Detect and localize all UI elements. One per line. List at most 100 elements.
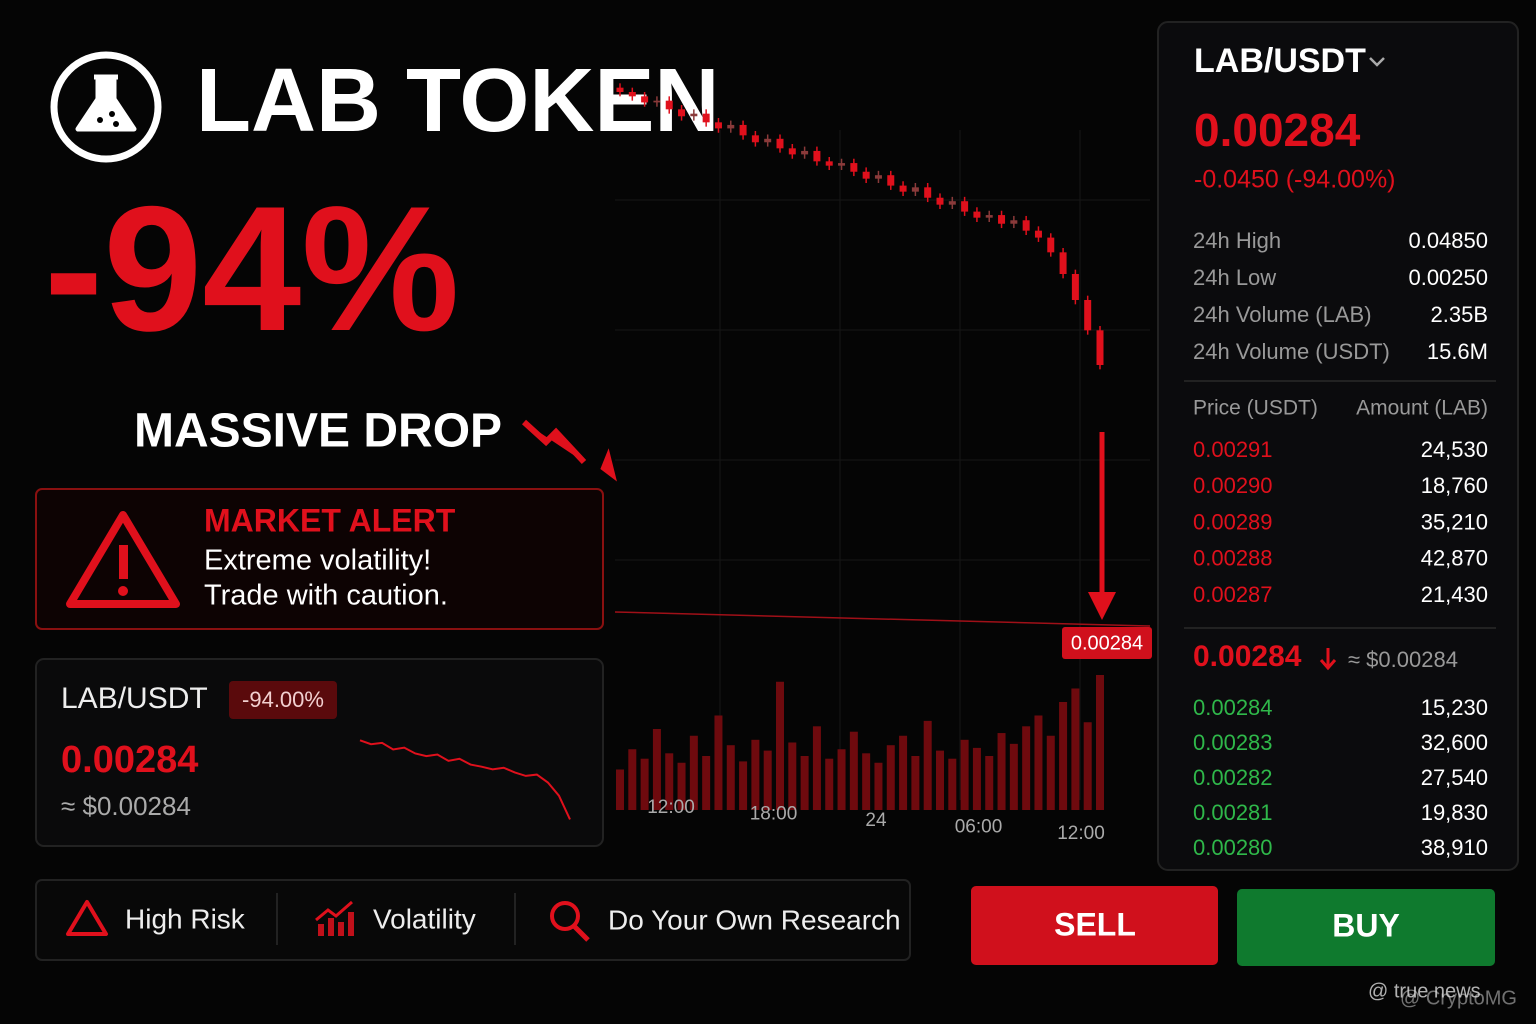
volume-bar bbox=[726, 745, 735, 810]
risk-icon bbox=[66, 900, 108, 936]
candle-body bbox=[973, 211, 981, 218]
candle-body bbox=[825, 161, 833, 166]
ticker-usd: ≈ $0.00284 bbox=[61, 791, 191, 821]
volume-bar bbox=[825, 758, 834, 810]
volume-bar bbox=[812, 726, 821, 810]
candle-body bbox=[998, 215, 1006, 224]
volume-bar bbox=[689, 735, 698, 810]
candle-body bbox=[678, 109, 686, 117]
volatility-icon bbox=[315, 900, 353, 922]
candle-body bbox=[948, 201, 956, 205]
panel-pair: LAB/USDT bbox=[1194, 42, 1366, 80]
stat-value: 0.00250 bbox=[1408, 265, 1488, 290]
watermark: @ CryptoMG bbox=[1400, 987, 1517, 1009]
chart-grid bbox=[615, 130, 1150, 800]
ask-price: 0.00290 bbox=[1193, 473, 1273, 498]
buy-label[interactable]: BUY bbox=[1332, 907, 1400, 943]
book-header: Price (USDT) bbox=[1193, 397, 1318, 420]
stat-label: 24h Volume (USDT) bbox=[1193, 339, 1390, 364]
volume-bar bbox=[923, 720, 932, 810]
stat-label: 24h Volume (LAB) bbox=[1193, 302, 1372, 327]
dropdown-icon bbox=[1369, 57, 1385, 67]
volume-bar bbox=[1046, 735, 1055, 810]
stat-label: 24h Low bbox=[1193, 265, 1276, 290]
x-tick-label: 12:00 bbox=[1057, 823, 1105, 844]
alert-icon bbox=[66, 511, 180, 608]
candle-body bbox=[690, 113, 698, 117]
volume-bar bbox=[997, 733, 1006, 810]
candle-body bbox=[641, 96, 649, 103]
volume-bar bbox=[960, 739, 969, 810]
panel-price: 0.00284 bbox=[1194, 104, 1361, 156]
candle-body bbox=[702, 113, 710, 123]
volume-bar bbox=[1009, 743, 1018, 810]
alert-icon bbox=[118, 586, 128, 596]
volume-bar bbox=[862, 753, 871, 810]
candle-body bbox=[616, 87, 624, 92]
candle-body bbox=[776, 138, 784, 149]
last-price-line bbox=[614, 611, 1151, 627]
market-panel bbox=[1157, 21, 1519, 871]
x-tick-label: 12:00 bbox=[647, 797, 695, 818]
x-tick-label: 18:00 bbox=[750, 804, 798, 825]
alert-text: Extreme volatility! bbox=[204, 545, 431, 577]
subtitle: MASSIVE DROP bbox=[134, 405, 502, 458]
ask-amount: 24,530 bbox=[1421, 437, 1488, 462]
book-header: Amount (LAB) bbox=[1356, 397, 1488, 420]
ticker-change-badge bbox=[229, 681, 337, 719]
ask-price: 0.00291 bbox=[1193, 437, 1273, 462]
volume-bar bbox=[1059, 702, 1068, 810]
volume-bar bbox=[800, 756, 809, 810]
ask-price: 0.00288 bbox=[1193, 546, 1273, 571]
watermark: @ true news bbox=[1368, 980, 1481, 1002]
volume-bar bbox=[948, 758, 957, 810]
candle-body bbox=[714, 122, 722, 129]
volume-bar bbox=[1034, 715, 1043, 810]
candle-body bbox=[1022, 220, 1030, 231]
buy-button[interactable] bbox=[1237, 889, 1495, 966]
candle-body bbox=[887, 175, 895, 186]
volume-bar bbox=[985, 756, 994, 810]
candle-body bbox=[1047, 237, 1055, 253]
ticker-pair: LAB/USDT bbox=[61, 682, 208, 715]
alert-text: Trade with caution. bbox=[204, 580, 448, 612]
candle-body bbox=[1096, 330, 1104, 365]
alert-box bbox=[35, 488, 604, 630]
sparkline bbox=[359, 739, 571, 820]
volume-bar bbox=[1096, 675, 1104, 810]
ask-amount: 21,430 bbox=[1421, 582, 1488, 607]
volume-bar bbox=[1083, 722, 1092, 810]
candle-body bbox=[788, 148, 796, 155]
sell-button[interactable] bbox=[971, 886, 1218, 965]
bid-amount: 32,600 bbox=[1421, 730, 1488, 755]
candle-body bbox=[727, 124, 735, 129]
candles-group bbox=[616, 83, 1104, 370]
sparkline-group bbox=[359, 739, 571, 820]
panel-rows: 24h High 0.04850 24h Low 0.00250 24h Volume … bbox=[1193, 228, 1488, 860]
candle-body bbox=[838, 163, 846, 166]
volume-bar bbox=[652, 729, 661, 810]
candle-body bbox=[862, 171, 870, 179]
title: LAB TOKEN bbox=[196, 51, 719, 151]
badge-bar bbox=[35, 879, 911, 961]
candle-body bbox=[985, 215, 993, 218]
logo bbox=[50, 51, 162, 163]
badge-label: High Risk bbox=[125, 903, 246, 934]
drop-arrow bbox=[1088, 592, 1116, 620]
volume-bar bbox=[628, 749, 637, 810]
sell-label[interactable]: SELL bbox=[1054, 906, 1136, 942]
volume-bar bbox=[702, 756, 711, 810]
bid-price: 0.00280 bbox=[1193, 835, 1273, 860]
ticker-card bbox=[35, 658, 604, 847]
panel-change: -0.0450 (-94.00%) bbox=[1194, 166, 1396, 194]
candle-body bbox=[628, 92, 636, 97]
volume-bar bbox=[911, 756, 920, 810]
volume-bar bbox=[837, 749, 846, 810]
ask-price: 0.00289 bbox=[1193, 509, 1273, 534]
bid-price: 0.00281 bbox=[1193, 800, 1273, 825]
volume-bar bbox=[665, 753, 674, 810]
candle-body bbox=[764, 138, 772, 143]
research-icon bbox=[550, 901, 580, 931]
